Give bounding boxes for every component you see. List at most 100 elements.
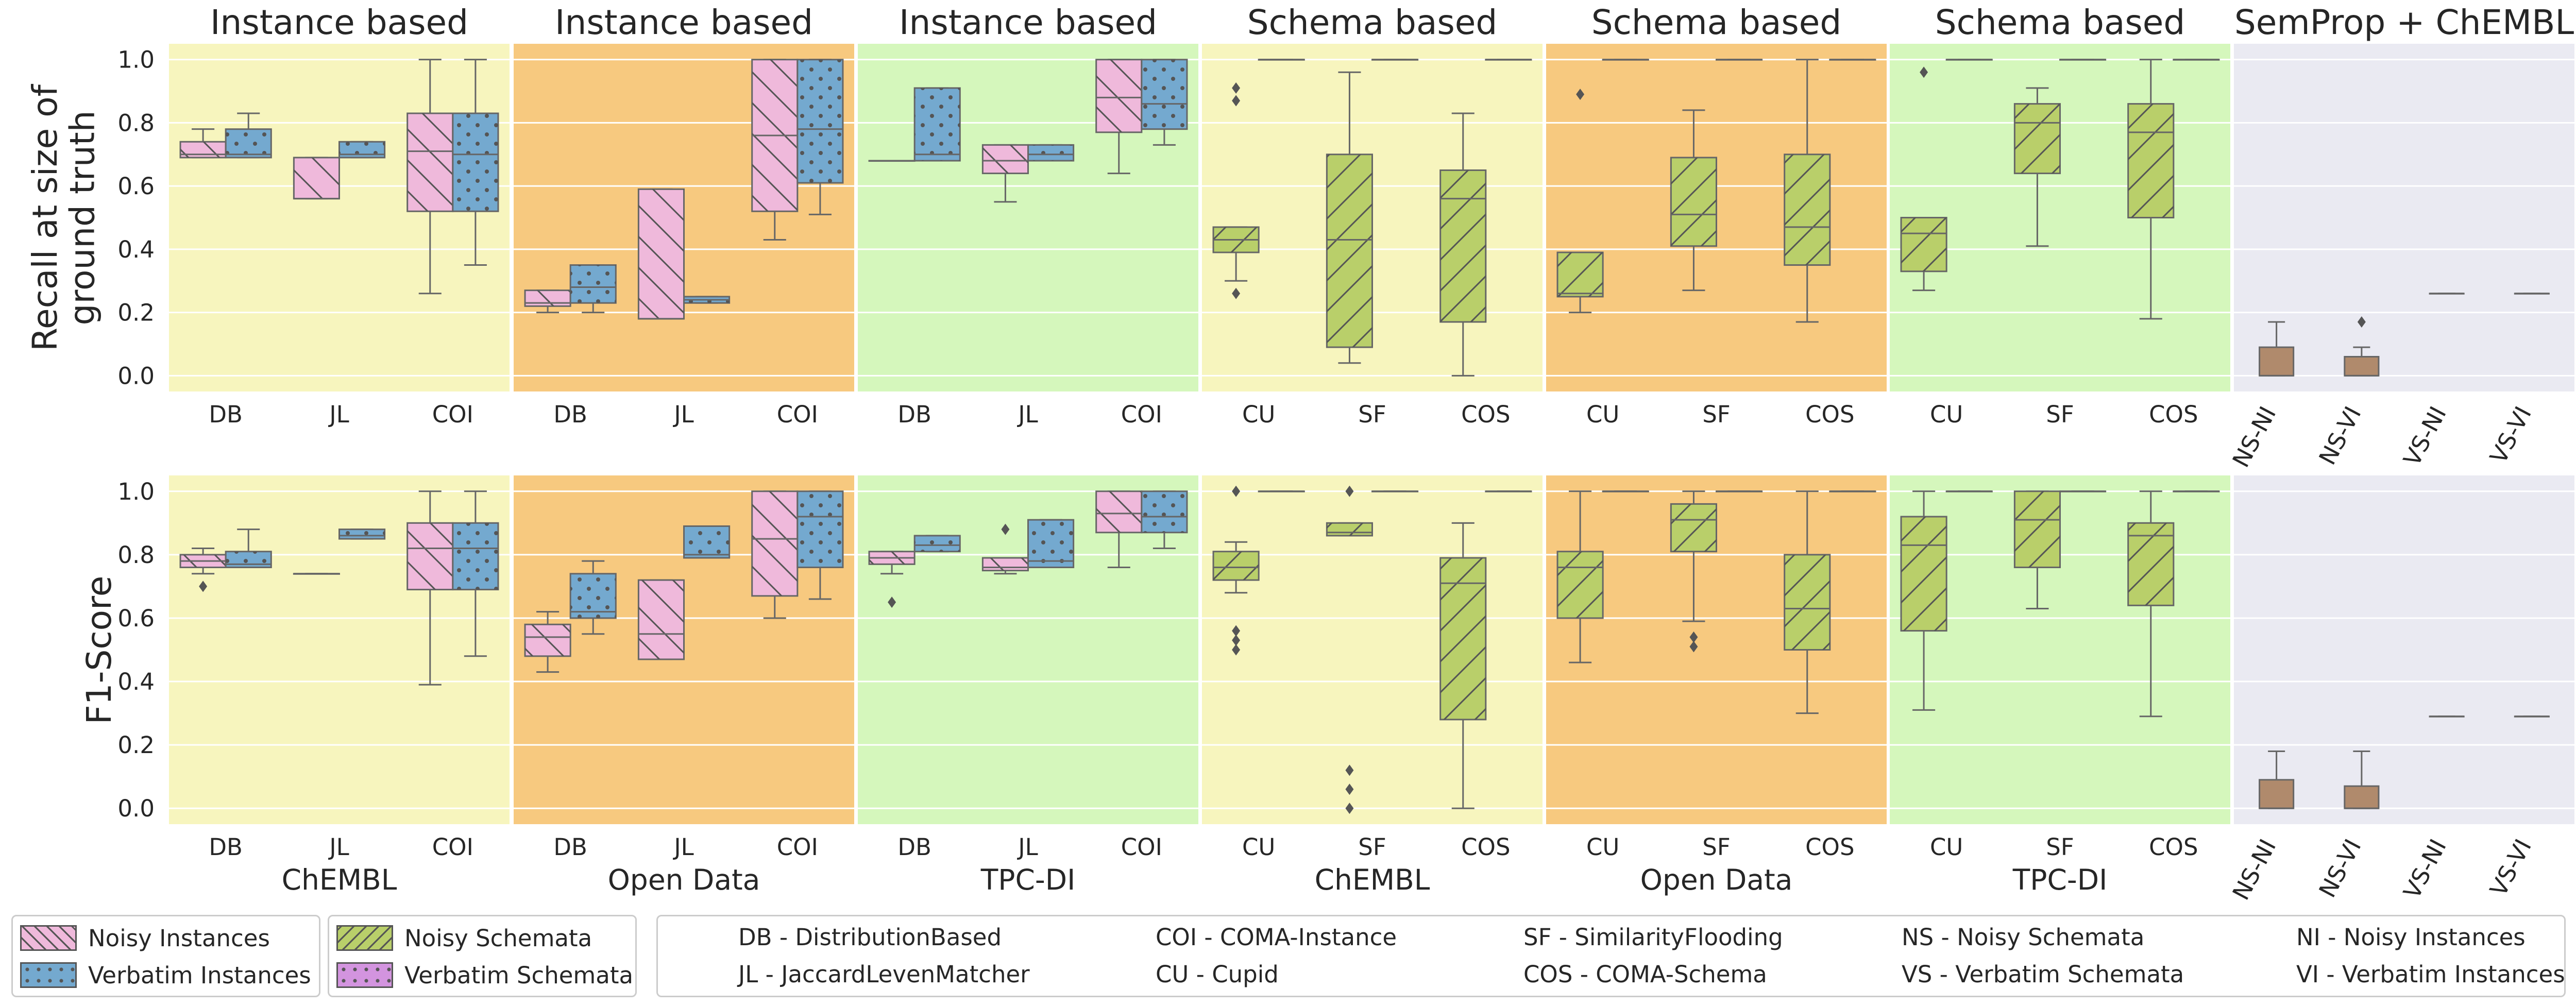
panel-4-f1-cu-ns-outlier-3 <box>1232 625 1241 637</box>
series-legend: Noisy Instances Verbatim Instances <box>11 915 320 997</box>
panel-3-f1-db-ni-outlier-1 <box>888 596 896 608</box>
panel-4-recall-cos-ns-hatch <box>1440 170 1486 322</box>
panel-6-f1-cu-ns-hatch <box>1901 517 1947 631</box>
panel-3-f1-db-vi-box <box>913 535 961 553</box>
panel-5-recall-cos-ns-hatch <box>1784 154 1830 265</box>
panel-3-f1 <box>858 475 1198 824</box>
dataset-label-3: TPC-DI <box>980 863 1076 896</box>
panel-4-f1-cu-vs-box <box>1258 490 1305 492</box>
panel-5-recall-xtick-cu: CU <box>1586 401 1619 428</box>
panel-1-recall-db-vi-box <box>225 112 272 159</box>
panel-3-f1-jl-vi-box <box>1027 519 1075 568</box>
panel-1-f1-xtick-jl: JL <box>328 833 349 861</box>
panel-1-f1-ytick-0-0: 0.0 <box>117 795 155 822</box>
panel-6-recall-cos-ns-box <box>2127 59 2175 320</box>
panel-4-f1 <box>1202 475 1543 824</box>
abbr-ni: NI - Noisy Instances <box>2296 924 2526 951</box>
panel-1-f1-xtick-db: DB <box>209 833 243 861</box>
panel-4-f1-cu-ns-hatch <box>1213 551 1259 581</box>
panel-3-f1-jl-ni-hatch <box>982 558 1028 571</box>
panel-1-recall-ytick-0-0: 0.0 <box>117 362 155 389</box>
panel-1-f1-db-vi-box <box>225 528 272 568</box>
panel-1-recall-jl-vi-box <box>338 141 386 159</box>
panel-2-f1-db-ni-hatch <box>525 624 571 656</box>
panel-4-f1-cu-ns-outlier-2 <box>1232 635 1241 646</box>
panel-4-recall-sf-ns-hatch <box>1327 154 1372 348</box>
panel-4-f1-cu-ns-outlier-1 <box>1232 644 1241 656</box>
panel-1-f1-ytick-0-6: 0.6 <box>117 605 155 632</box>
panel-2-recall-db-ni-hatch <box>525 290 571 306</box>
panel-1-f1-ytick-0-2: 0.2 <box>117 731 155 759</box>
panel-title-5: Schema based <box>1591 3 1842 42</box>
panel-2-recall-jl-ni-hatch <box>638 189 684 319</box>
panel-1-recall-coi-ni-box <box>406 59 454 295</box>
panel-2-f1-coi-ni-box <box>751 490 799 619</box>
panel-6-f1-xtick-sf: SF <box>2046 833 2074 861</box>
panel-4-recall <box>1202 44 1543 391</box>
panel-1-recall-xtick-coi: COI <box>432 401 473 428</box>
dataset-label-2: Open Data <box>608 863 760 896</box>
dataset-label-5: Open Data <box>1640 863 1793 896</box>
panel-5-recall-cu-ns-box <box>1556 89 1604 314</box>
panel-2-f1-db-ni-box <box>524 611 571 673</box>
panel-4-f1-xtick-cos: COS <box>1461 833 1510 861</box>
abbr-sf: SF - SimilarityFlooding <box>1523 924 1783 951</box>
panel-1-f1-coi-vi-hatch <box>452 523 498 590</box>
y-axis-label-recall: Recall at size ofground truth <box>25 83 103 351</box>
panel-5-recall-cos-ns-box <box>1784 59 1831 323</box>
panel-6-f1-sf-ns-box <box>2013 490 2061 609</box>
legend-item-verbatim-instances: Verbatim Instances <box>20 960 311 991</box>
panel-7-recall-xtick-ns-ni: NS-NI <box>2227 402 2282 472</box>
panel-4-recall-xtick-sf: SF <box>1358 401 1386 428</box>
panel-1-f1-jl-vi-box <box>338 528 386 540</box>
panel-title-6: Schema based <box>1935 3 2185 42</box>
panel-title-1: Instance based <box>210 3 468 42</box>
panel-5-f1-cos-ns-hatch <box>1784 554 1830 650</box>
panel-3-f1-jl-ni-outlier-1 <box>1001 523 1010 535</box>
panel-5-f1-cu-ns-hatch <box>1557 551 1603 618</box>
panel-6-f1-cos-vs-box <box>2173 490 2220 492</box>
panel-6-recall-xtick-cos: COS <box>2149 401 2198 428</box>
panel-1-recall-coi-ni-hatch <box>407 113 453 212</box>
legend-patch-noisy-instances <box>20 925 77 951</box>
panel-1-recall-ytick-0-6: 0.6 <box>117 173 155 200</box>
legend-item-verbatim-schemata: Verbatim Schemata <box>336 960 633 991</box>
panel-7-f1-xtick-vs-vi: VS-VI <box>2484 834 2537 900</box>
panel-6-f1-cu-vs-box <box>1945 490 1993 492</box>
panel-5-f1-cos-ns-box <box>1784 490 1831 714</box>
y-axis-label-f1: F1-Score <box>79 576 119 725</box>
panel-3-f1-coi-ni-hatch <box>1096 491 1142 533</box>
panel-7-recall-ns-vi-sp-box <box>2344 316 2380 377</box>
panel-6-f1-xtick-cos: COS <box>2149 833 2198 861</box>
panel-5-recall-xtick-cos: COS <box>1805 401 1854 428</box>
dataset-label-6: TPC-DI <box>2012 863 2108 896</box>
panel-5-f1-cos-vs-box <box>1829 490 1876 492</box>
panel-7-recall <box>2234 44 2574 391</box>
panel-6-f1-sf-ns-hatch <box>2014 491 2060 568</box>
panel-3-f1-jl-vi-hatch <box>1028 520 1074 568</box>
panel-1-recall-coi-vi-box <box>452 59 499 266</box>
panel-5-recall-sf-ns-hatch <box>1671 157 1717 246</box>
panel-1-recall-jl-ni-box <box>293 157 340 200</box>
panel-7-f1 <box>2234 475 2574 824</box>
panel-4-recall-cu-ns-outlier-1 <box>1232 287 1241 299</box>
abbr-vi: VI - Verbatim Instances <box>2296 961 2565 988</box>
panel-5-f1-cu-vs-box <box>1602 490 1649 492</box>
abbr-db: DB - DistributionBased <box>738 924 1002 951</box>
panel-6-recall-cu-ns-hatch <box>1901 217 1947 271</box>
panel-7-f1-xtick-ns-ni: NS-NI <box>2227 834 2282 905</box>
panel-5-recall-sf-ns-box <box>1670 109 1718 292</box>
panel-title-3: Instance based <box>899 3 1157 42</box>
panel-1-f1-ytick-0-8: 0.8 <box>117 541 155 569</box>
panel-1-f1-ytick-1-0: 1.0 <box>117 478 155 505</box>
panel-3-f1-db-vi-hatch <box>914 535 960 552</box>
panel-2-f1-jl-ni-hatch <box>638 580 684 659</box>
panel-2-f1-coi-vi-box <box>796 490 844 600</box>
panel-2-recall-jl-ni-box <box>637 188 685 320</box>
panel-title-2: Instance based <box>555 3 813 42</box>
panel-3-recall-db-vi-box <box>913 87 961 162</box>
panel-5-recall-cu-ns-hatch <box>1557 252 1603 297</box>
panel-7-f1-ns-ni-sp-iqr <box>2259 779 2295 809</box>
panel-6-recall-sf-ns-box <box>2013 87 2061 247</box>
